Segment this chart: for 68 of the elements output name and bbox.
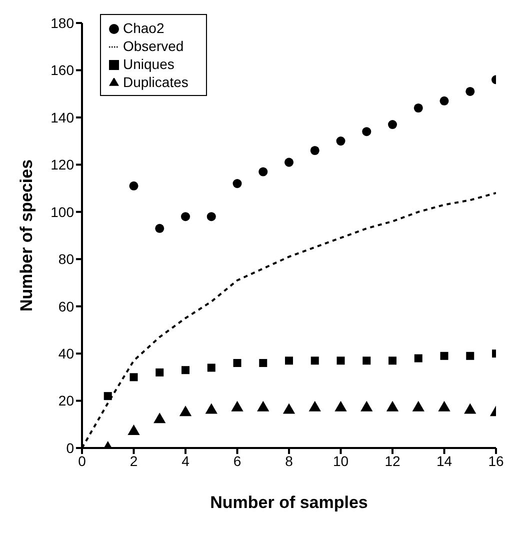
y-tick-label: 80: [58, 251, 74, 268]
point: [129, 181, 138, 190]
point: [464, 403, 476, 414]
point: [285, 356, 293, 365]
point: [233, 359, 242, 367]
x-tick-label: 6: [233, 452, 242, 469]
point: [334, 400, 347, 412]
legend-label: Uniques: [123, 56, 174, 72]
point: [128, 424, 140, 435]
point: [207, 364, 216, 372]
y-tick-label: 160: [50, 62, 74, 78]
point: [180, 212, 190, 222]
point: [206, 212, 216, 222]
point: [386, 400, 399, 412]
y-tick-label: 60: [58, 298, 74, 314]
point: [466, 86, 475, 96]
point: [104, 392, 112, 400]
point: [205, 403, 218, 414]
point: [412, 400, 424, 412]
x-tick-label: 0: [78, 452, 86, 469]
point: [414, 103, 423, 113]
point: [414, 354, 422, 362]
point: [440, 352, 448, 360]
legend-label: Observed: [123, 38, 184, 54]
x-tick-label: 12: [384, 452, 400, 469]
point: [259, 359, 268, 367]
point: [282, 403, 296, 414]
point: [310, 146, 320, 156]
y-tick-label: 140: [50, 109, 74, 126]
point: [360, 400, 373, 412]
y-tick-label: 20: [58, 392, 74, 409]
point: [232, 179, 242, 188]
point: [257, 400, 270, 412]
x-tick-label: 4: [182, 452, 190, 469]
point: [284, 158, 294, 167]
point: [231, 400, 244, 412]
x-tick-label: 16: [488, 452, 504, 469]
point: [130, 373, 138, 382]
x-tick-label: 8: [285, 452, 294, 469]
point: [156, 368, 164, 376]
point: [388, 356, 396, 365]
point: [438, 400, 450, 412]
x-axis-title: Number of samples: [210, 493, 368, 512]
point: [308, 400, 321, 412]
legend-label: Chao2: [123, 20, 164, 36]
point: [179, 406, 192, 416]
point: [362, 127, 372, 136]
point: [154, 412, 166, 424]
y-tick-label: 100: [50, 204, 74, 220]
point: [336, 136, 346, 146]
y-axis-title: Number of species: [17, 159, 36, 312]
y-tick-label: 40: [58, 346, 74, 362]
x-tick-label: 10: [332, 452, 349, 469]
x-tick-label: 2: [130, 452, 138, 469]
legend-label: Duplicates: [123, 74, 188, 90]
y-tick-label: 0: [66, 440, 74, 456]
y-tick-label: 120: [50, 156, 74, 173]
point: [362, 356, 371, 365]
point: [155, 224, 164, 233]
point: [440, 96, 449, 106]
point: [388, 120, 398, 130]
point: [182, 366, 190, 374]
point: [310, 356, 319, 365]
point: [466, 352, 474, 360]
y-tick-label: 180: [50, 14, 74, 31]
x-tick-label: 14: [436, 452, 452, 469]
point: [258, 167, 268, 176]
point: [336, 356, 345, 365]
